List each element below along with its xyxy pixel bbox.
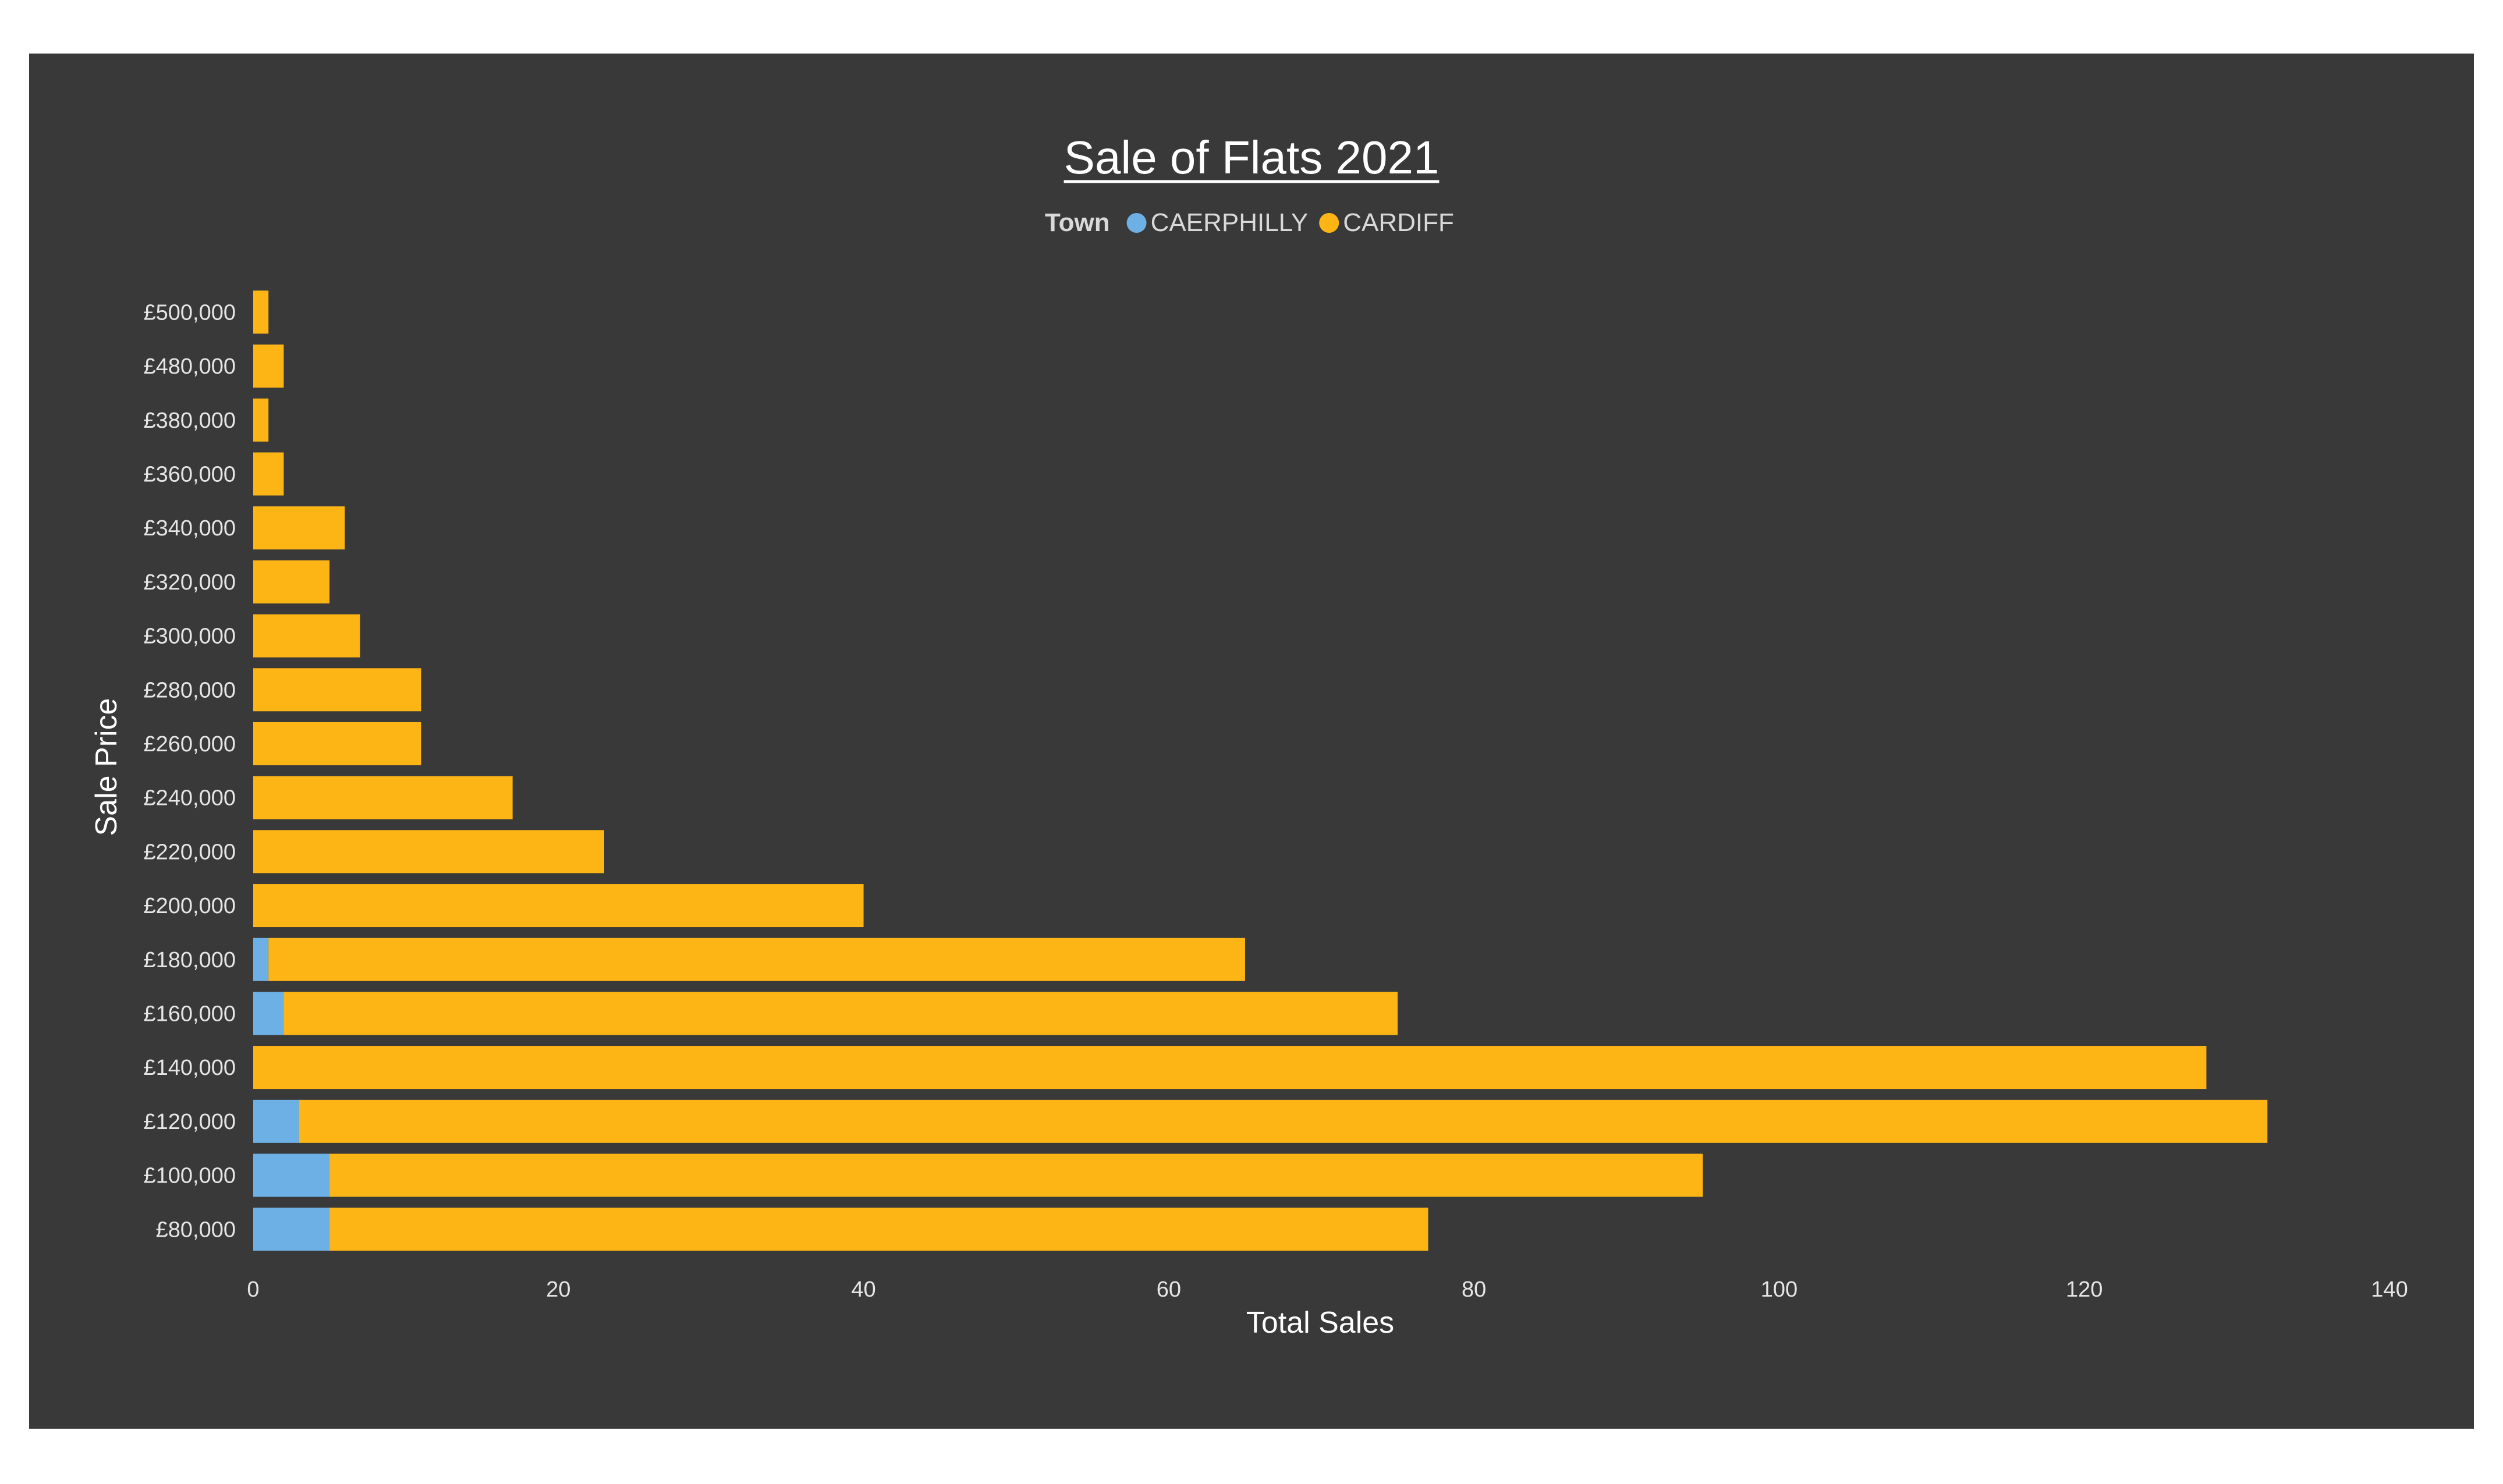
bar-cardiff: [283, 992, 1398, 1035]
legend-title: Town: [1045, 208, 1110, 237]
y-tick-label: £140,000: [144, 1056, 236, 1080]
bar-caerphilly: [253, 1153, 330, 1197]
x-tick-label: 60: [1157, 1277, 1181, 1302]
bars: [253, 290, 2268, 1251]
y-tick-label: £480,000: [144, 354, 236, 379]
y-tick-label: £240,000: [144, 786, 236, 811]
y-tick-label: £320,000: [144, 570, 236, 595]
legend-marker-caerphilly: [1126, 213, 1147, 233]
x-tick-label: 0: [247, 1277, 259, 1302]
chart-title: Sale of Flats 2021: [1064, 132, 1440, 183]
bar-cardiff: [253, 884, 864, 928]
x-axis-ticks: 0 20 40 60 80 100 120 140: [247, 1277, 2408, 1302]
legend: Town CAERPHILLY CARDIFF: [1045, 208, 1454, 237]
bar-caerphilly: [253, 1208, 330, 1251]
y-tick-label: £500,000: [144, 300, 236, 325]
x-tick-label: 40: [851, 1277, 875, 1302]
bar-cardiff: [253, 1046, 2207, 1089]
bar-cardiff: [253, 830, 604, 874]
y-tick-label: £360,000: [144, 462, 236, 487]
bar-cardiff: [329, 1153, 1703, 1197]
bar-cardiff: [253, 614, 360, 658]
legend-label-cardiff: CARDIFF: [1343, 208, 1454, 237]
y-tick-label: £200,000: [144, 894, 236, 918]
legend-label-caerphilly: CAERPHILLY: [1151, 208, 1309, 237]
y-tick-label: £100,000: [144, 1164, 236, 1188]
bar-cardiff: [299, 1099, 2268, 1143]
y-axis-title: Sale Price: [90, 698, 123, 836]
y-axis-title-group: Sale Price: [90, 698, 123, 836]
y-tick-label: £160,000: [144, 1002, 236, 1026]
y-tick-label: £380,000: [144, 409, 236, 433]
bar-cardiff: [253, 290, 269, 334]
bar-caerphilly: [253, 1099, 299, 1143]
y-tick-label: £340,000: [144, 516, 236, 541]
y-tick-label: £180,000: [144, 948, 236, 972]
bar-cardiff: [253, 345, 284, 388]
bar-cardiff: [329, 1208, 1428, 1251]
bar-cardiff: [253, 506, 345, 550]
x-tick-label: 20: [546, 1277, 570, 1302]
x-tick-label: 100: [1761, 1277, 1798, 1302]
bar-caerphilly: [253, 992, 284, 1035]
bar-cardiff: [253, 668, 421, 712]
y-tick-label: £120,000: [144, 1110, 236, 1134]
y-tick-label: £220,000: [144, 840, 236, 864]
bar-cardiff: [253, 560, 330, 603]
bar-cardiff: [253, 452, 284, 496]
bar-caerphilly: [253, 938, 269, 981]
y-tick-label: £260,000: [144, 732, 236, 757]
chart-panel: [29, 54, 2474, 1429]
bar-cardiff: [268, 938, 1245, 981]
x-tick-label: 140: [2371, 1277, 2408, 1302]
bar-cardiff: [253, 722, 421, 765]
legend-items: CAERPHILLY CARDIFF: [1126, 208, 1454, 237]
x-tick-label: 120: [2066, 1277, 2103, 1302]
y-tick-label: £300,000: [144, 624, 236, 649]
bar-cardiff: [253, 398, 269, 442]
x-axis-title: Total Sales: [1246, 1306, 1394, 1340]
x-tick-label: 80: [1462, 1277, 1486, 1302]
bar-cardiff: [253, 776, 513, 819]
legend-marker-cardiff: [1319, 213, 1339, 233]
y-tick-label: £280,000: [144, 678, 236, 702]
y-axis-ticks: £500,000 £480,000 £380,000 £360,000 £340,000…: [144, 300, 236, 1242]
y-tick-label: £80,000: [156, 1217, 236, 1242]
